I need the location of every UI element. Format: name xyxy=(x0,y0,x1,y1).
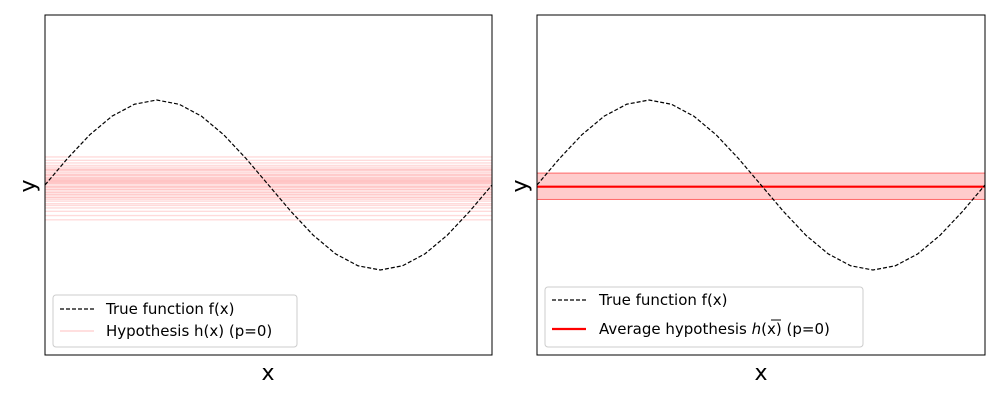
avg-label-arg: (x) xyxy=(761,320,782,338)
right-plot-frame xyxy=(536,14,986,356)
left-legend-hyp-label: Hypothesis h(x) (p=0) xyxy=(106,322,272,340)
left-legend-box xyxy=(52,294,298,348)
true-function-group xyxy=(45,99,492,271)
avg-label-suffix: (p=0) xyxy=(782,320,830,338)
right-x-axis-label: x xyxy=(754,361,767,386)
left-legend: True function f(x) Hypothesis h(x) (p=0) xyxy=(52,294,298,348)
right-panel: x y True function f(x) Average hypothesi… xyxy=(508,14,986,386)
left-plot-frame xyxy=(44,14,493,356)
left-true-function-curve xyxy=(45,99,492,271)
right-legend-true-label: True function f(x) xyxy=(598,291,728,309)
left-panel: x y True function f(x) Hypothesis h(x) (… xyxy=(16,14,493,386)
right-legend-box xyxy=(544,286,864,348)
right-legend: True function f(x) Average hypothesis h(… xyxy=(544,286,864,348)
right-y-axis-label: y xyxy=(508,179,533,192)
left-y-axis-label: y xyxy=(16,179,41,192)
avg-label-symbol: h xyxy=(752,320,762,338)
right-legend-avg-label: Average hypothesis h(x) (p=0) xyxy=(599,320,830,338)
true-function-group xyxy=(537,99,985,271)
hypothesis-lines xyxy=(45,156,492,221)
left-x-axis-label: x xyxy=(261,361,274,386)
right-true-function-curve xyxy=(537,99,985,271)
avg-label-prefix: Average hypothesis xyxy=(599,320,752,338)
left-legend-true-label: True function f(x) xyxy=(105,300,235,318)
